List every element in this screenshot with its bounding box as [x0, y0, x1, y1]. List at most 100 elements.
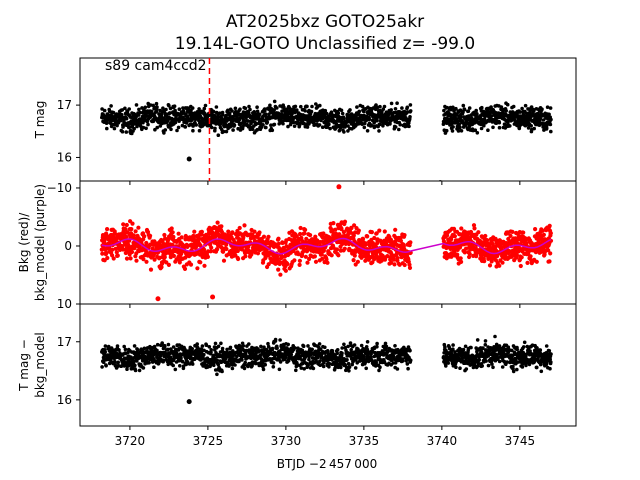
data-point — [397, 127, 401, 132]
data-point — [378, 365, 382, 370]
data-point — [497, 263, 502, 268]
data-point — [213, 341, 218, 346]
data-point — [277, 367, 282, 372]
data-point — [342, 246, 347, 251]
y-axis-label-line1: Bkg (red)/ — [17, 212, 31, 273]
data-point — [298, 231, 303, 237]
data-point — [114, 250, 119, 255]
data-point — [464, 246, 469, 251]
data-point — [272, 122, 277, 127]
data-point — [548, 106, 553, 110]
data-point — [202, 352, 206, 357]
data-point — [127, 125, 132, 129]
data-point — [547, 112, 551, 117]
data-point — [377, 129, 381, 133]
data-point — [213, 126, 217, 131]
y-axis-label-line2: bkg_model (purple) — [33, 184, 47, 301]
data-point — [317, 123, 322, 127]
data-point — [400, 359, 405, 363]
data-point — [191, 124, 195, 128]
data-point — [491, 125, 495, 130]
data-point — [442, 351, 446, 355]
data-point — [339, 227, 344, 232]
data-point — [294, 368, 298, 373]
data-point — [547, 259, 552, 264]
data-point — [209, 125, 214, 130]
data-point — [115, 253, 120, 258]
data-point — [351, 258, 356, 263]
data-point — [306, 344, 310, 348]
data-point — [335, 348, 340, 352]
data-point — [304, 236, 309, 241]
data-point — [220, 369, 224, 374]
data-point — [242, 366, 247, 371]
data-point — [211, 109, 216, 114]
data-point — [318, 359, 322, 364]
data-point — [190, 347, 194, 351]
data-point — [392, 262, 397, 267]
data-point — [171, 363, 175, 368]
data-point — [110, 247, 115, 252]
data-point — [338, 126, 343, 130]
data-point — [243, 106, 248, 111]
data-point — [393, 107, 398, 111]
data-point — [341, 117, 346, 121]
series-points-bkg — [99, 184, 554, 302]
data-point — [342, 130, 346, 134]
data-point — [444, 128, 449, 133]
data-point — [155, 125, 159, 130]
data-point — [352, 223, 357, 228]
data-point — [301, 344, 306, 349]
data-point — [271, 365, 276, 369]
data-point — [152, 344, 157, 349]
data-point — [393, 227, 398, 232]
data-point — [317, 342, 322, 346]
data-point — [135, 348, 140, 352]
data-point — [179, 356, 183, 360]
data-point — [215, 247, 220, 252]
data-point — [177, 346, 181, 351]
data-point — [188, 262, 194, 267]
data-point — [406, 366, 410, 371]
data-point — [476, 230, 481, 235]
data-point — [388, 122, 392, 126]
data-point — [467, 251, 472, 256]
data-point — [143, 105, 148, 110]
outlier-point — [210, 294, 216, 300]
data-point — [133, 363, 137, 368]
data-point — [541, 118, 546, 122]
data-point — [240, 358, 244, 362]
data-point — [268, 103, 272, 108]
data-point — [335, 351, 340, 356]
y-axis-label: T mag — [33, 101, 47, 140]
data-point — [104, 121, 109, 125]
data-point — [511, 104, 516, 109]
data-point — [292, 258, 297, 263]
data-point — [250, 127, 255, 131]
data-point — [395, 367, 400, 371]
data-point — [482, 117, 487, 122]
data-point — [259, 344, 263, 349]
data-point — [449, 254, 454, 259]
data-point — [216, 133, 221, 137]
data-point — [380, 113, 385, 117]
data-point — [475, 112, 479, 116]
data-point — [519, 255, 524, 260]
data-point — [216, 115, 220, 119]
data-point — [255, 105, 259, 109]
data-point — [235, 248, 240, 254]
data-point — [195, 342, 199, 346]
data-point — [257, 112, 262, 116]
data-point — [166, 347, 170, 352]
data-point — [395, 101, 399, 105]
data-point — [263, 108, 267, 113]
data-point — [219, 229, 224, 234]
data-point — [515, 113, 519, 117]
data-point — [456, 129, 461, 133]
data-point — [398, 235, 403, 240]
data-point — [538, 117, 543, 121]
data-point — [166, 262, 171, 267]
data-point — [146, 122, 150, 127]
data-point — [275, 346, 279, 350]
data-point — [169, 127, 173, 132]
